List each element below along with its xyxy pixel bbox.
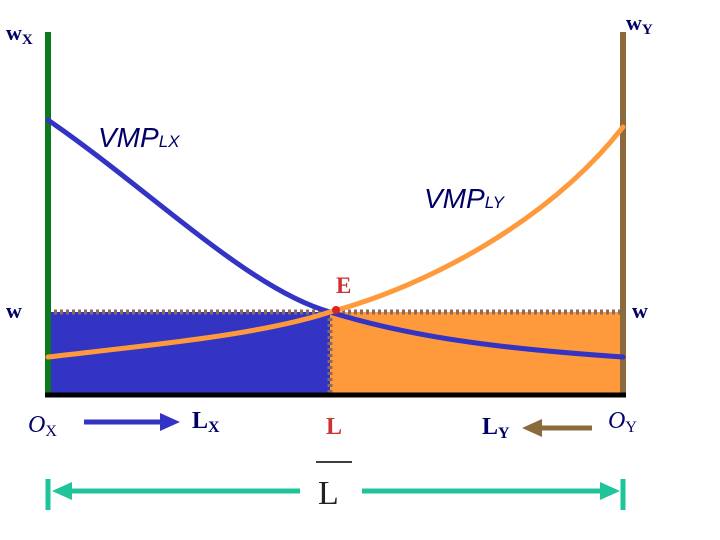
wage-left-label: w: [6, 298, 22, 323]
labor-y-label: LY: [482, 414, 510, 442]
equilibrium-point: [332, 306, 340, 314]
vmp-ly-label: VMPLY: [424, 183, 506, 214]
vmp-ly-curve: [45, 124, 626, 360]
arrow-x-icon: [84, 413, 180, 431]
vmp-lx-label: VMPLX: [98, 122, 180, 153]
total-labor-label: L: [318, 475, 339, 512]
arrow-y-icon: [522, 419, 592, 437]
origin-y-label: OY: [608, 408, 637, 436]
wage-y-label: wY: [626, 10, 653, 38]
labor-x-label: LX: [192, 408, 220, 436]
total-labor-arrow-icon: [45, 479, 626, 510]
origin-x-label: OX: [28, 412, 57, 440]
wage-x-label: wX: [6, 20, 33, 48]
wage-right-label: w: [632, 298, 648, 323]
allocation-point-label: L: [326, 414, 342, 440]
equilibrium-label: E: [336, 273, 351, 298]
